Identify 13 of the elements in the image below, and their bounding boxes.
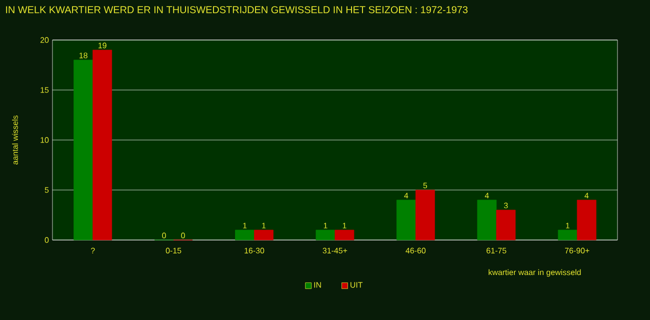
bar [415,190,435,240]
bar [254,230,274,240]
bar [92,50,112,240]
bar [74,60,94,240]
bar [235,230,254,240]
bar [576,200,596,240]
bar [396,200,416,240]
bar [558,230,578,240]
chart-title: IN WELK KWARTIER WERD ER IN THUISWEDSTRIJDEN GEWISSELD IN HET SEIZOEN : 1972-1973 [6,6,468,14]
bar [496,210,516,240]
bar [316,230,336,240]
bar [477,200,497,240]
bar [334,230,354,240]
